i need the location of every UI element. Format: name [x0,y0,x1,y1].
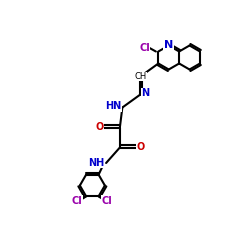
Text: N: N [142,88,150,98]
Text: Cl: Cl [72,196,83,206]
Text: Cl: Cl [102,196,113,206]
Text: Cl: Cl [139,43,150,53]
Text: CH: CH [134,72,146,81]
Text: O: O [95,122,104,132]
Text: NH: NH [88,158,105,168]
Text: HN: HN [105,101,121,111]
Text: N: N [164,40,173,50]
Text: O: O [136,142,144,152]
